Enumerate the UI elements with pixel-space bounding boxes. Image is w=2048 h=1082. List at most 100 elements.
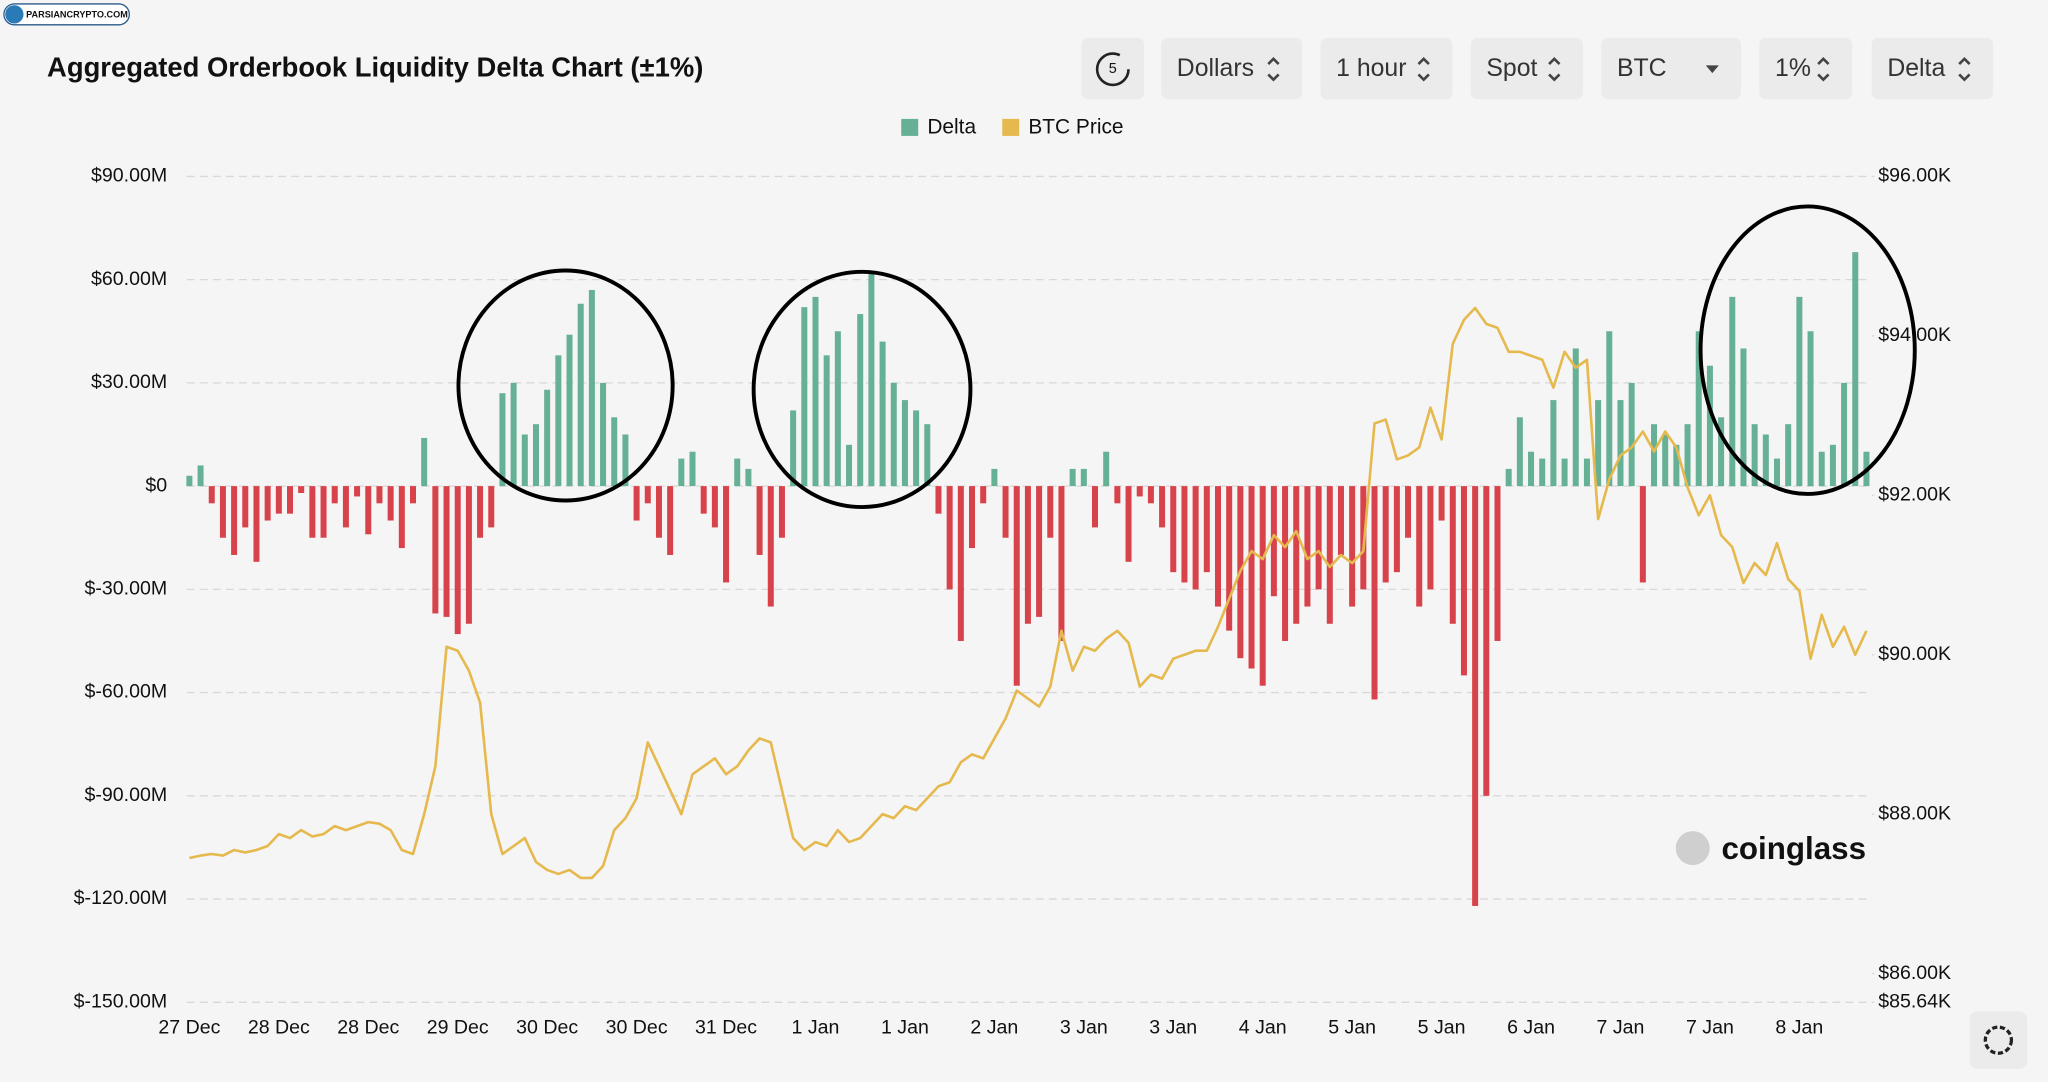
bar bbox=[812, 296, 819, 487]
bar bbox=[1606, 331, 1613, 487]
dropdown[interactable] bbox=[1470, 37, 1584, 100]
bar bbox=[1326, 486, 1333, 624]
dropdown-arrow bbox=[1705, 65, 1719, 74]
bar bbox=[1785, 424, 1792, 487]
annotation-circle bbox=[751, 269, 973, 509]
bar bbox=[1203, 486, 1210, 573]
bar bbox=[443, 486, 450, 617]
x-tick-label: 7 Jan bbox=[1597, 1017, 1645, 1039]
bar bbox=[1472, 486, 1479, 906]
y-tick-label: $-30.00M bbox=[84, 578, 167, 600]
bar bbox=[913, 410, 920, 487]
bar bbox=[678, 458, 685, 487]
y-tick-label: $-150.00M bbox=[74, 990, 168, 1012]
x-tick-label: 30 Dec bbox=[606, 1017, 668, 1039]
bar bbox=[1047, 486, 1054, 538]
bar bbox=[644, 486, 651, 504]
bar bbox=[1024, 486, 1031, 624]
bar bbox=[667, 486, 674, 555]
bar bbox=[354, 486, 361, 497]
dropdown-label: Dollars bbox=[1177, 55, 1254, 82]
bar bbox=[1516, 417, 1523, 487]
bar bbox=[521, 434, 528, 487]
bar bbox=[1013, 486, 1020, 686]
bar bbox=[231, 486, 238, 555]
bar bbox=[756, 486, 763, 555]
bar bbox=[1829, 444, 1836, 487]
logo-badge bbox=[3, 3, 130, 26]
bar bbox=[1572, 348, 1579, 487]
bar bbox=[242, 486, 249, 528]
bar bbox=[946, 486, 953, 590]
bar bbox=[454, 486, 461, 635]
dropdown-arrow bbox=[1817, 56, 1830, 82]
bar bbox=[890, 382, 897, 487]
bar bbox=[1125, 486, 1132, 562]
bar bbox=[465, 486, 472, 624]
bar bbox=[1091, 486, 1099, 528]
x-tick-label: 7 Jan bbox=[1686, 1017, 1734, 1039]
bar bbox=[778, 486, 785, 538]
legend-swatch[interactable] bbox=[1002, 118, 1020, 136]
y-tick-label: $30.00M bbox=[91, 371, 167, 393]
bar bbox=[1505, 468, 1512, 487]
controls: Dollars 1 hour Spot BTC 1% Delta bbox=[1161, 37, 1994, 100]
dropdown[interactable] bbox=[1601, 37, 1742, 100]
x-tick-label: 28 Dec bbox=[248, 1017, 310, 1039]
bar bbox=[1304, 486, 1311, 607]
bar bbox=[566, 334, 573, 487]
bar bbox=[611, 417, 618, 487]
legend-label[interactable]: BTC Price bbox=[1028, 116, 1123, 139]
dropdown-label: BTC bbox=[1617, 55, 1667, 82]
bar bbox=[1405, 486, 1412, 538]
dropdown[interactable] bbox=[1320, 37, 1453, 100]
settings-box[interactable] bbox=[1969, 1011, 2028, 1069]
bar bbox=[532, 424, 539, 487]
legend-swatch[interactable] bbox=[901, 118, 919, 136]
bar bbox=[275, 486, 282, 514]
bar bbox=[1170, 486, 1177, 573]
y-tick-label: $0 bbox=[145, 474, 167, 496]
y2-tick-label: $86.00K bbox=[1878, 962, 1951, 984]
bar bbox=[421, 437, 428, 487]
legend-label[interactable]: Delta bbox=[927, 116, 976, 139]
dropdown-arrow bbox=[1417, 56, 1430, 82]
legend: Delta BTC Price bbox=[901, 116, 1124, 139]
bar bbox=[1729, 296, 1736, 487]
bar bbox=[544, 389, 551, 487]
bar bbox=[1460, 486, 1467, 676]
bar bbox=[1774, 458, 1781, 487]
settings-button[interactable] bbox=[1969, 1011, 2028, 1069]
bar bbox=[600, 382, 607, 487]
y2-tick-label: $90.00K bbox=[1878, 643, 1951, 665]
annotations bbox=[456, 204, 1917, 509]
dropdown[interactable] bbox=[1871, 37, 1994, 100]
dropdown[interactable] bbox=[1759, 37, 1853, 100]
bar bbox=[711, 486, 718, 528]
bar bbox=[633, 486, 640, 521]
bar bbox=[1438, 486, 1445, 521]
refresh-count: 5 bbox=[1109, 61, 1117, 77]
bar bbox=[1662, 434, 1669, 487]
bar bbox=[1058, 486, 1065, 641]
bar bbox=[622, 434, 629, 487]
bar bbox=[1136, 486, 1143, 497]
bar bbox=[1494, 486, 1501, 641]
bar bbox=[309, 486, 316, 538]
logo-icon bbox=[5, 5, 24, 24]
bar bbox=[1416, 486, 1423, 607]
bar bbox=[387, 486, 394, 521]
dropdown-label: 1 hour bbox=[1336, 55, 1406, 82]
bar bbox=[801, 307, 808, 487]
bar bbox=[1818, 451, 1825, 487]
dropdown-arrow bbox=[1548, 56, 1561, 82]
bar bbox=[1226, 486, 1233, 631]
refresh-box[interactable] bbox=[1081, 37, 1145, 100]
x-tick-label: 8 Jan bbox=[1775, 1017, 1823, 1039]
dropdown[interactable] bbox=[1161, 37, 1303, 100]
bar bbox=[1259, 486, 1266, 686]
bar bbox=[1528, 451, 1535, 487]
refresh-button[interactable]: 5 bbox=[1081, 37, 1145, 100]
